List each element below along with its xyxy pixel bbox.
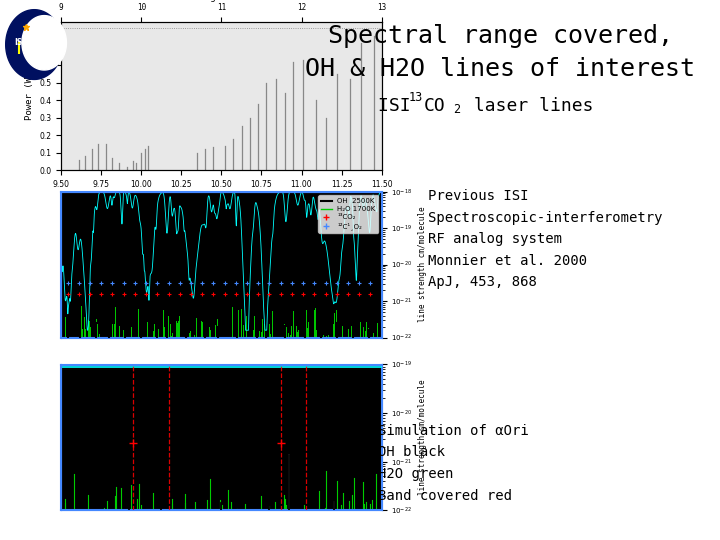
X-axis label: frequency cm⁻¹: frequency cm⁻¹ (184, 535, 259, 540)
Y-axis label: line strength cm/molecule: line strength cm/molecule (418, 207, 427, 322)
Text: OH black: OH black (378, 446, 445, 460)
Y-axis label: atm transmission: atm transmission (24, 221, 34, 308)
Text: CO: CO (424, 97, 446, 115)
Text: ISI: ISI (14, 38, 25, 48)
Y-axis label: line strength cm/molecule: line strength cm/molecule (418, 380, 427, 495)
Text: ISI: ISI (378, 97, 421, 115)
Text: 2: 2 (453, 103, 460, 116)
Text: OH & H2O lines of interest: OH & H2O lines of interest (305, 57, 696, 80)
Text: Band covered red: Band covered red (378, 489, 512, 503)
Text: Previous ISI: Previous ISI (428, 189, 529, 203)
Y-axis label: atm transmission: atm transmission (24, 394, 34, 481)
Polygon shape (6, 10, 63, 79)
Text: Spectral range covered,: Spectral range covered, (328, 24, 673, 48)
Text: RF analog system: RF analog system (428, 232, 562, 246)
X-axis label: Wavelength (microns): Wavelength (microns) (168, 194, 275, 204)
Text: Monnier et al. 2000: Monnier et al. 2000 (428, 254, 588, 268)
Legend: OH  2500K, H₂O 1700K, ¹³CO₂, ¹²C¹¸O₂: OH 2500K, H₂O 1700K, ¹³CO₂, ¹²C¹¸O₂ (318, 195, 378, 233)
Text: laser lines: laser lines (463, 97, 593, 115)
X-axis label: frequency cm⁻¹: frequency cm⁻¹ (184, 362, 259, 371)
Polygon shape (22, 16, 66, 70)
Text: ApJ, 453, 868: ApJ, 453, 868 (428, 275, 537, 289)
Text: 13: 13 (408, 91, 423, 104)
Text: Spectroscopic-interferometry: Spectroscopic-interferometry (428, 211, 663, 225)
Text: Simulation of αOri: Simulation of αOri (378, 424, 528, 438)
Text: H2O green: H2O green (378, 467, 454, 481)
Y-axis label: Power (W): Power (W) (24, 72, 34, 120)
X-axis label: Grating Position: Grating Position (179, 0, 264, 2)
